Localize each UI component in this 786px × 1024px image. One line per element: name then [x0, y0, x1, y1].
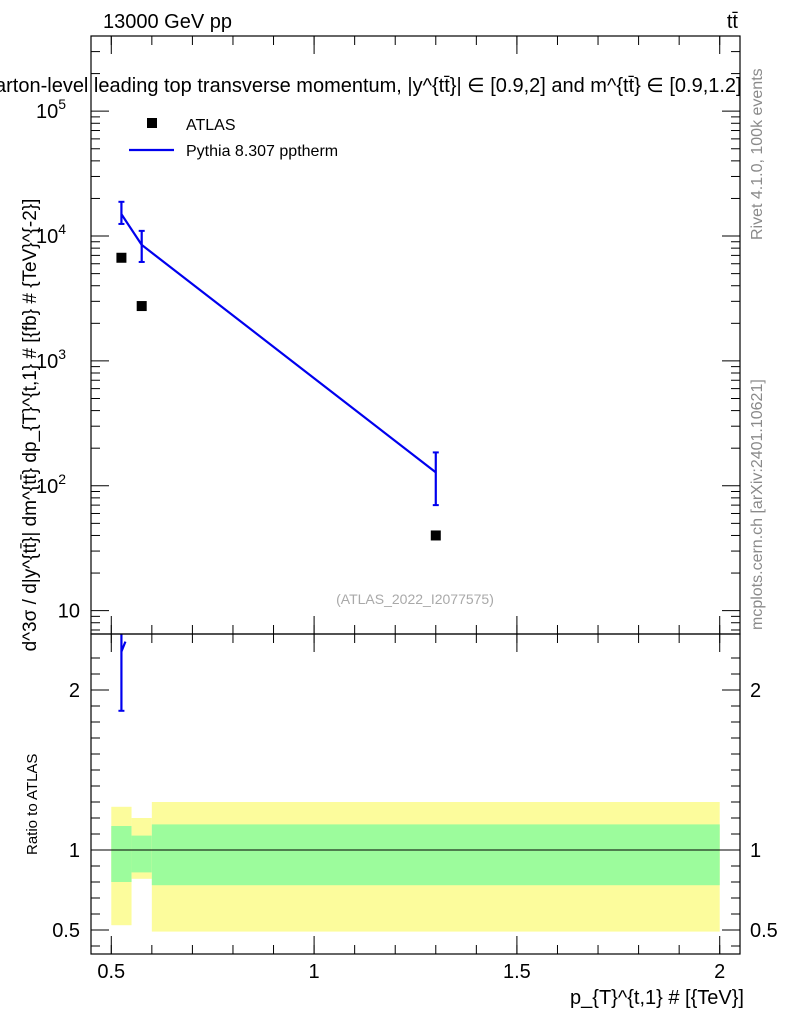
main-ytick-label-0: 10 [58, 601, 80, 623]
xtick-label-0: 0.5 [97, 961, 125, 983]
legend-pythia-label: Pythia 8.307 pptherm [186, 143, 338, 160]
ratio-ytick-label-right-2: 2 [750, 680, 761, 702]
ratio-pythia-line-0 [120, 641, 127, 653]
ratio-ytick-label-right-1: 1 [750, 840, 761, 862]
rivet-label: Rivet 4.1.0, 100k events [749, 68, 766, 240]
ratio-frame [90, 633, 741, 955]
plot-title: arton-level leading top transverse momen… [0, 75, 742, 97]
stat-band-bin-2 [151, 824, 720, 886]
ratio-data [118, 634, 127, 712]
header-right: tt̄ [727, 11, 739, 33]
ratio-ytick-label-left-1: 1 [69, 840, 80, 862]
atlas-point-2 [430, 530, 441, 541]
xtick-label-1: 1 [309, 961, 320, 983]
main-ytick-label-4: 105 [36, 96, 66, 123]
xtick-label-2: 1.5 [503, 961, 531, 983]
atlas-point-1 [136, 301, 147, 312]
atlas-point-0 [116, 252, 127, 263]
stat-band-bin-1 [131, 835, 152, 873]
xtick-label-3: 2 [714, 961, 725, 983]
main-data [116, 200, 441, 541]
header-left: 13000 GeV pp [103, 11, 232, 33]
main-ylabel: d^3σ / d|y^{tt̄}| dm^{tt̄} dp_{T}^{t,1} … [20, 199, 41, 652]
mcplots-label: mcplots.cern.ch [arXiv:2401.10621] [749, 379, 766, 630]
ratio-ylabel: Ratio to ATLAS [24, 754, 41, 855]
xlabel: p_{T}^{t,1} # [{TeV}] [570, 987, 744, 1009]
ratio-ytick-label-left-0: 0.5 [52, 920, 80, 942]
ratio-ytick-label-right-0: 0.5 [750, 920, 778, 942]
legend: ATLAS Pythia 8.307 pptherm [129, 117, 338, 160]
legend-atlas-marker [147, 118, 157, 128]
stat-band-bin-0 [111, 826, 132, 882]
ratio-ytick-label-left-2: 2 [69, 680, 80, 702]
analysis-watermark: (ATLAS_2022_I2077575) [336, 591, 494, 607]
ratio-bands [91, 802, 740, 932]
legend-atlas-label: ATLAS [186, 117, 236, 134]
pythia-line [120, 213, 437, 474]
